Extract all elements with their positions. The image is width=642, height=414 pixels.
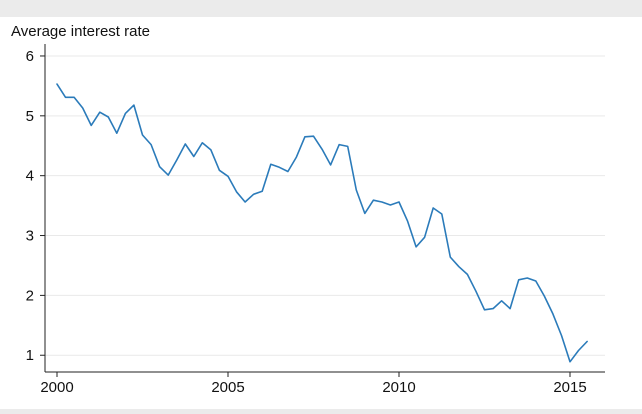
gridlines [45,55,605,356]
x-tick-label-0: 2000 [40,379,73,396]
plot-background [0,17,642,409]
y-tick-label-2: 3 [26,228,34,245]
y-tick-label-4: 5 [26,108,34,125]
x-tick-label-1: 2005 [211,379,244,396]
tick-labels: 1 2 3 4 5 6 2000 2005 2010 2015 [26,48,587,396]
series-lines [56,83,588,363]
series-line-0 [56,83,588,363]
axes [40,44,605,377]
y-tick-label-3: 4 [26,168,34,185]
x-tick-label-3: 2015 [553,379,586,396]
chart-title: Average interest rate [11,23,150,40]
y-tick-label-1: 2 [26,287,34,304]
x-tick-label-2: 2010 [382,379,415,396]
y-tick-label-5: 6 [26,48,34,65]
y-tick-label-0: 1 [26,347,34,364]
